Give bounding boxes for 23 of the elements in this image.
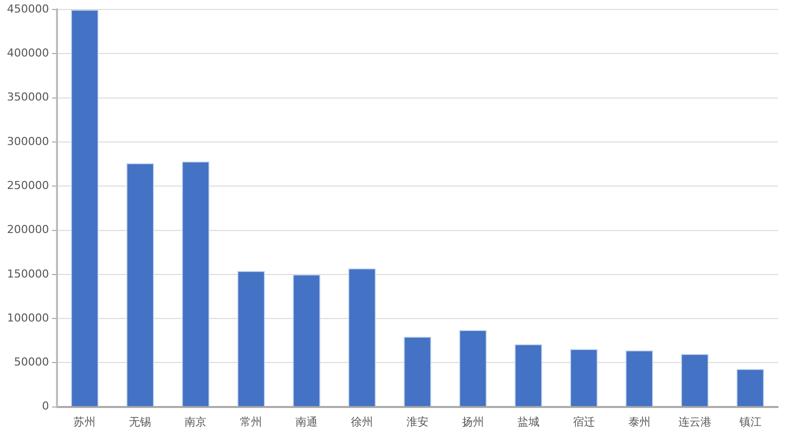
x-tick-label: 苏州 xyxy=(74,415,96,428)
y-tick-label: 250000 xyxy=(6,178,49,192)
y-tick-label: 0 xyxy=(42,400,49,413)
x-tick-label: 宿迁 xyxy=(572,415,595,428)
x-tick-label: 淮安 xyxy=(406,415,428,428)
y-tick-label: 300000 xyxy=(6,134,49,148)
y-tick-label: 400000 xyxy=(6,46,49,60)
x-tick-label: 常州 xyxy=(240,415,262,428)
x-tick-label: 扬州 xyxy=(462,415,484,428)
y-tick-label: 100000 xyxy=(6,311,49,324)
y-tick-label: 200000 xyxy=(6,223,49,236)
x-tick-label: 南通 xyxy=(296,415,318,428)
y-tick-label: 50000 xyxy=(14,356,49,369)
x-tick-label: 泰州 xyxy=(628,415,650,428)
x-tick-label: 连云港 xyxy=(678,415,712,428)
x-tick-label: 徐州 xyxy=(351,415,374,428)
y-tick-label: 150000 xyxy=(6,267,49,280)
x-tick-label: 盐城 xyxy=(517,415,540,428)
x-tick-label: 南京 xyxy=(184,415,207,428)
x-tick-label: 无锡 xyxy=(129,415,152,428)
y-tick-label: 450000 xyxy=(6,2,49,16)
y-tick-label: 350000 xyxy=(6,90,49,104)
x-tick-label: 镇江 xyxy=(738,415,762,428)
